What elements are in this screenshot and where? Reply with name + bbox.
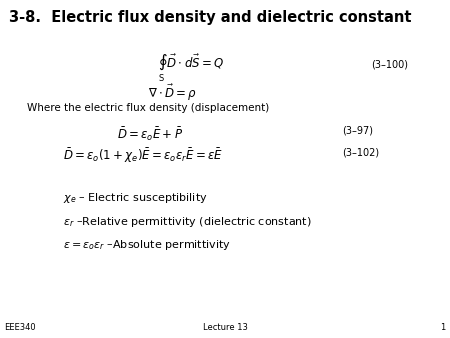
Text: S: S [159, 74, 164, 83]
Text: $\bar{D} = \varepsilon_o(1+\chi_e)\bar{E} = \varepsilon_o\varepsilon_r\bar{E} = : $\bar{D} = \varepsilon_o(1+\chi_e)\bar{E… [63, 147, 223, 166]
Text: (3–102): (3–102) [342, 147, 379, 157]
Text: $\varepsilon_r$ –Relative permittivity (dielectric constant): $\varepsilon_r$ –Relative permittivity (… [63, 215, 312, 228]
Text: $\varepsilon = \varepsilon_o\varepsilon_r$ –Absolute permittivity: $\varepsilon = \varepsilon_o\varepsilon_… [63, 238, 231, 252]
Text: Where the electric flux density (displacement): Where the electric flux density (displac… [27, 103, 269, 113]
Text: $\bar{D} = \varepsilon_o\bar{E} + \bar{P}$: $\bar{D} = \varepsilon_o\bar{E} + \bar{P… [117, 125, 183, 143]
Text: $\nabla\cdot\vec{D} = \rho$: $\nabla\cdot\vec{D} = \rho$ [148, 83, 198, 103]
Text: $\chi_e$ – Electric susceptibility: $\chi_e$ – Electric susceptibility [63, 191, 207, 205]
Text: 3-8.  Electric flux density and dielectric constant: 3-8. Electric flux density and dielectri… [9, 10, 411, 25]
Text: 1: 1 [440, 323, 445, 332]
Text: EEE340: EEE340 [4, 323, 36, 332]
Text: $\oint\vec{D}\cdot d\vec{S} = Q$: $\oint\vec{D}\cdot d\vec{S} = Q$ [158, 52, 224, 72]
Text: Lecture 13: Lecture 13 [202, 323, 248, 332]
Text: (3–100): (3–100) [371, 59, 408, 69]
Text: (3–97): (3–97) [342, 125, 373, 135]
